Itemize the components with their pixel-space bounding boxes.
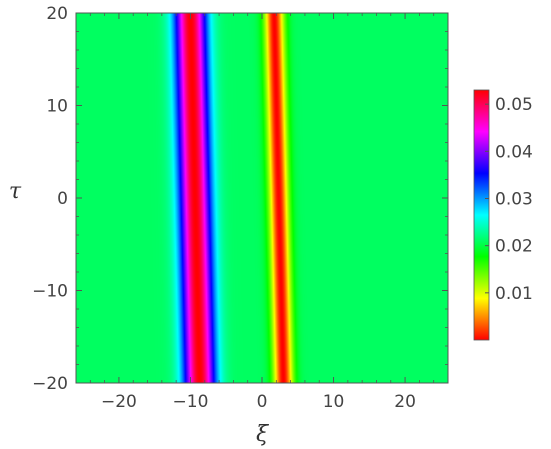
y-tick-label: −10 (32, 282, 68, 302)
colorbar-tick-label: 0.04 (495, 142, 533, 162)
colorbar-ticks: 0.01 0.02 0.03 0.04 0.05 (485, 95, 533, 304)
y-tick-label: 0 (57, 189, 68, 209)
colorbar-tick-label: 0.01 (495, 284, 533, 304)
colorbar-tick-label: 0.02 (495, 237, 533, 257)
y-axis-ticks: −20 −10 0 10 20 (32, 4, 448, 394)
x-axis-label: ξ (256, 422, 270, 447)
colorbar-tick-label: 0.05 (495, 95, 533, 115)
y-tick-label: 20 (46, 4, 68, 24)
x-axis-ticks: −20 −10 0 10 20 (75, 13, 449, 412)
x-tick-label: 20 (394, 392, 416, 412)
y-tick-label: −20 (32, 374, 68, 394)
y-tick-label: 10 (46, 97, 68, 117)
x-tick-label: 10 (323, 392, 345, 412)
x-tick-label: 0 (257, 392, 268, 412)
heatmap-field (76, 13, 448, 383)
colorbar-tick-label: 0.03 (495, 189, 533, 209)
colorbar-gradient (473, 89, 490, 341)
colorbar: 0.01 0.02 0.03 0.04 0.05 (473, 89, 533, 341)
x-tick-label: −10 (173, 392, 209, 412)
y-axis-label: τ (9, 179, 22, 204)
plot-area (75, 12, 449, 384)
x-tick-label: −20 (101, 392, 137, 412)
